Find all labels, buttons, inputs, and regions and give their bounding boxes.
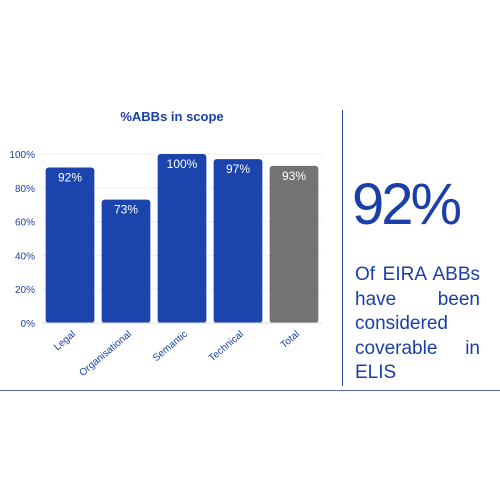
y-tick-label: 60% xyxy=(15,218,35,229)
stat-description: Of EIRA ABBs have been considered covera… xyxy=(355,264,480,383)
y-tick-label: 100% xyxy=(9,150,35,161)
x-tick-label: Legal xyxy=(52,329,78,353)
data-label: 73% xyxy=(114,203,138,217)
chart-title: %ABBs in scope xyxy=(120,109,223,124)
y-tick-label: 80% xyxy=(15,184,35,195)
x-tick-label: Total xyxy=(279,329,302,351)
bar xyxy=(157,154,207,323)
x-tick-label: Organisational xyxy=(77,329,133,379)
bar xyxy=(213,159,263,323)
data-label: 93% xyxy=(282,169,306,183)
data-label: 97% xyxy=(226,162,250,176)
data-label: 100% xyxy=(167,157,198,171)
bar xyxy=(269,165,319,323)
x-tick-label: Technical xyxy=(207,329,246,364)
bar xyxy=(101,199,151,323)
bar xyxy=(45,167,95,323)
x-tick-label: Semantic xyxy=(151,329,190,364)
bar-chart: %ABBs in scope 0% 20% 40% 60% 80% 100% 92% Legal… xyxy=(9,109,322,379)
y-tick-label: 40% xyxy=(15,251,35,262)
vertical-divider xyxy=(342,110,343,386)
horizontal-divider xyxy=(0,390,500,391)
data-label: 92% xyxy=(58,171,82,185)
y-tick-label: 20% xyxy=(15,285,35,296)
y-tick-label: 0% xyxy=(21,319,36,330)
stat-value: 92% xyxy=(352,172,462,237)
